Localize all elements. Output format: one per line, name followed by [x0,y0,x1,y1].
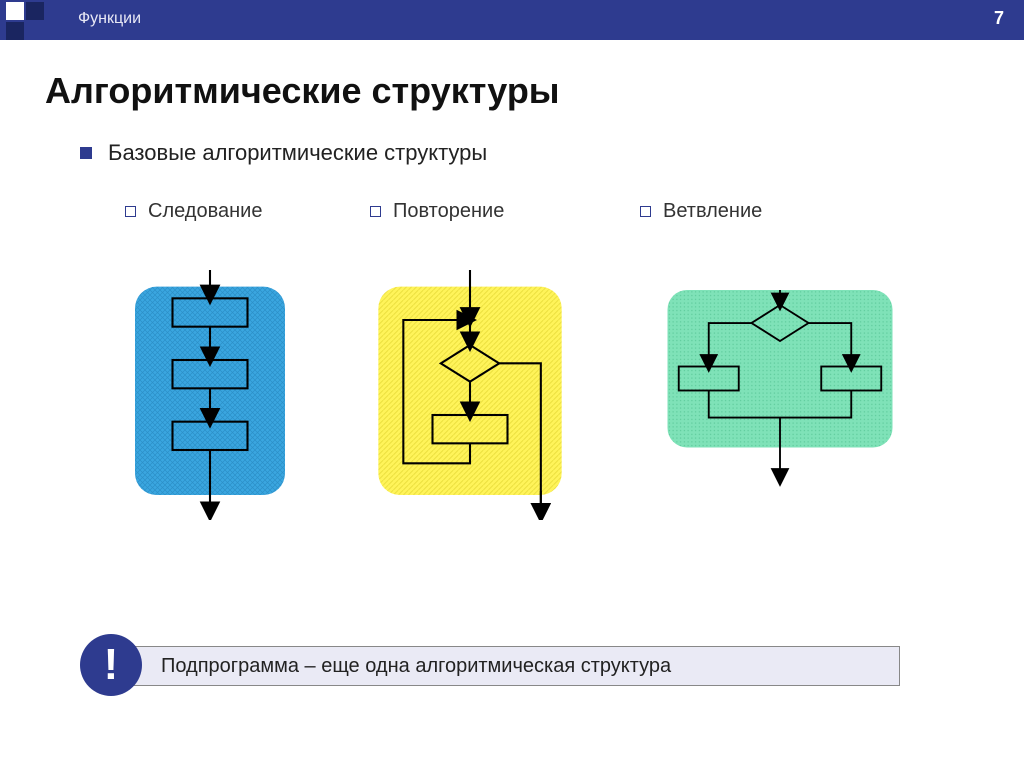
branching-diagram [630,290,930,500]
callout: Подпрограмма – еще одна алгоритмическая … [90,640,920,700]
label-branching: Ветвление [640,200,762,223]
sequence-diagram [120,270,300,520]
logo-icon [0,0,60,40]
bullet-outline-icon [125,206,136,217]
slide-header: Функции 7 [0,0,1024,40]
callout-text: Подпрограмма – еще одна алгоритмическая … [161,655,671,678]
repetition-diagram-overlay [360,270,580,570]
subtitle-text: Базовые алгоритмические структуры [108,140,487,166]
callout-box: Подпрограмма – еще одна алгоритмическая … [130,646,900,686]
breadcrumb: Функции [78,10,141,28]
label-sequence: Следование [125,200,262,223]
subtitle-row: Базовые алгоритмические структуры [80,140,487,166]
label-repetition: Повторение [370,200,504,223]
bullet-outline-icon [370,206,381,217]
diagram-row [60,250,960,570]
page-title: Алгоритмические структуры [45,70,560,112]
exclamation-icon: ! [80,634,142,696]
bullet-square-icon [80,147,92,159]
bullet-outline-icon [640,206,651,217]
page-number: 7 [994,8,1004,29]
